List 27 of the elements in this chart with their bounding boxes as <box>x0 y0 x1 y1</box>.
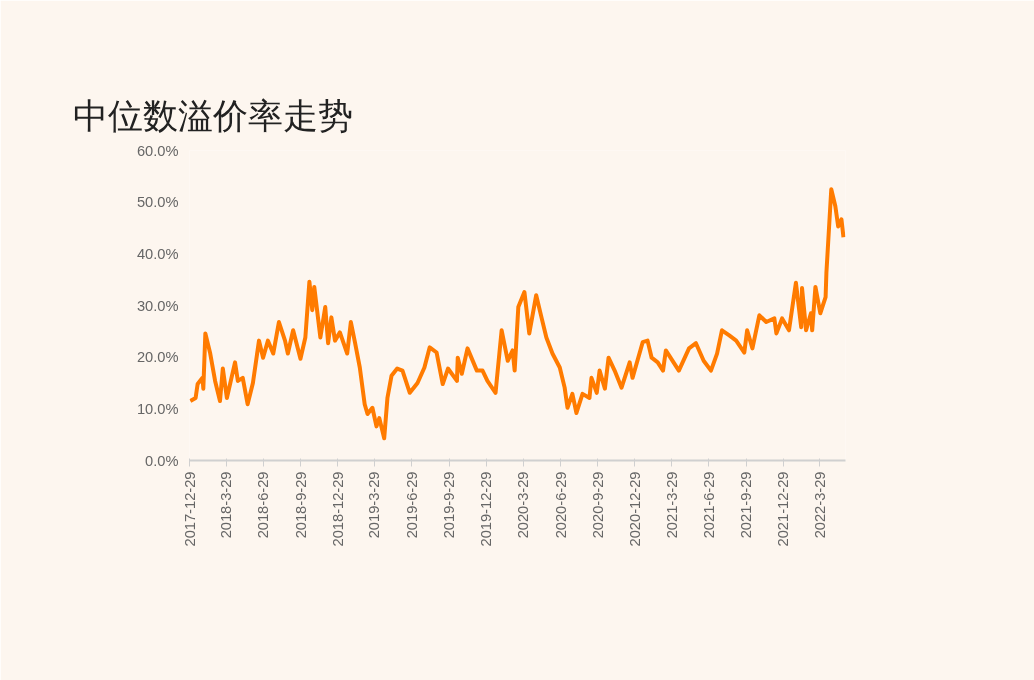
x-tick-label: 2021-3-29 <box>663 471 680 539</box>
y-tick-label: 60.0% <box>136 142 179 159</box>
x-tick-label: 2018-6-29 <box>255 471 272 539</box>
x-tick-label: 2019-12-29 <box>478 471 495 547</box>
x-tick-label: 2019-3-29 <box>366 471 383 539</box>
y-tick-label: 50.0% <box>136 194 179 211</box>
x-tick-label: 2020-3-29 <box>515 471 532 539</box>
y-tick-label: 40.0% <box>136 245 179 262</box>
y-tick-label: 20.0% <box>136 349 179 366</box>
x-tick-label: 2019-9-29 <box>441 471 458 539</box>
x-tick-label: 2022-3-29 <box>811 471 828 539</box>
x-tick-label: 2021-6-29 <box>700 471 717 539</box>
x-tick-label: 2020-9-29 <box>589 471 606 539</box>
y-tick-label: 0.0% <box>145 452 179 469</box>
x-tick-label: 2018-12-29 <box>329 471 346 547</box>
x-tick-label: 2020-6-29 <box>552 471 569 539</box>
x-tick-label: 2021-12-29 <box>775 471 792 547</box>
chart-title: 中位数溢价率走势 <box>72 95 353 136</box>
x-tick-label: 2019-6-29 <box>403 471 420 539</box>
line-series <box>189 187 846 441</box>
x-tick-label: 2017-12-29 <box>181 471 198 547</box>
y-tick-label: 30.0% <box>136 297 179 314</box>
x-tick-label: 2018-3-29 <box>218 471 235 539</box>
x-tick-label: 2021-9-29 <box>738 471 755 539</box>
y-tick-label: 10.0% <box>136 400 179 417</box>
x-tick-label: 2018-9-29 <box>292 471 309 539</box>
x-tick-label: 2020-12-29 <box>626 471 643 547</box>
